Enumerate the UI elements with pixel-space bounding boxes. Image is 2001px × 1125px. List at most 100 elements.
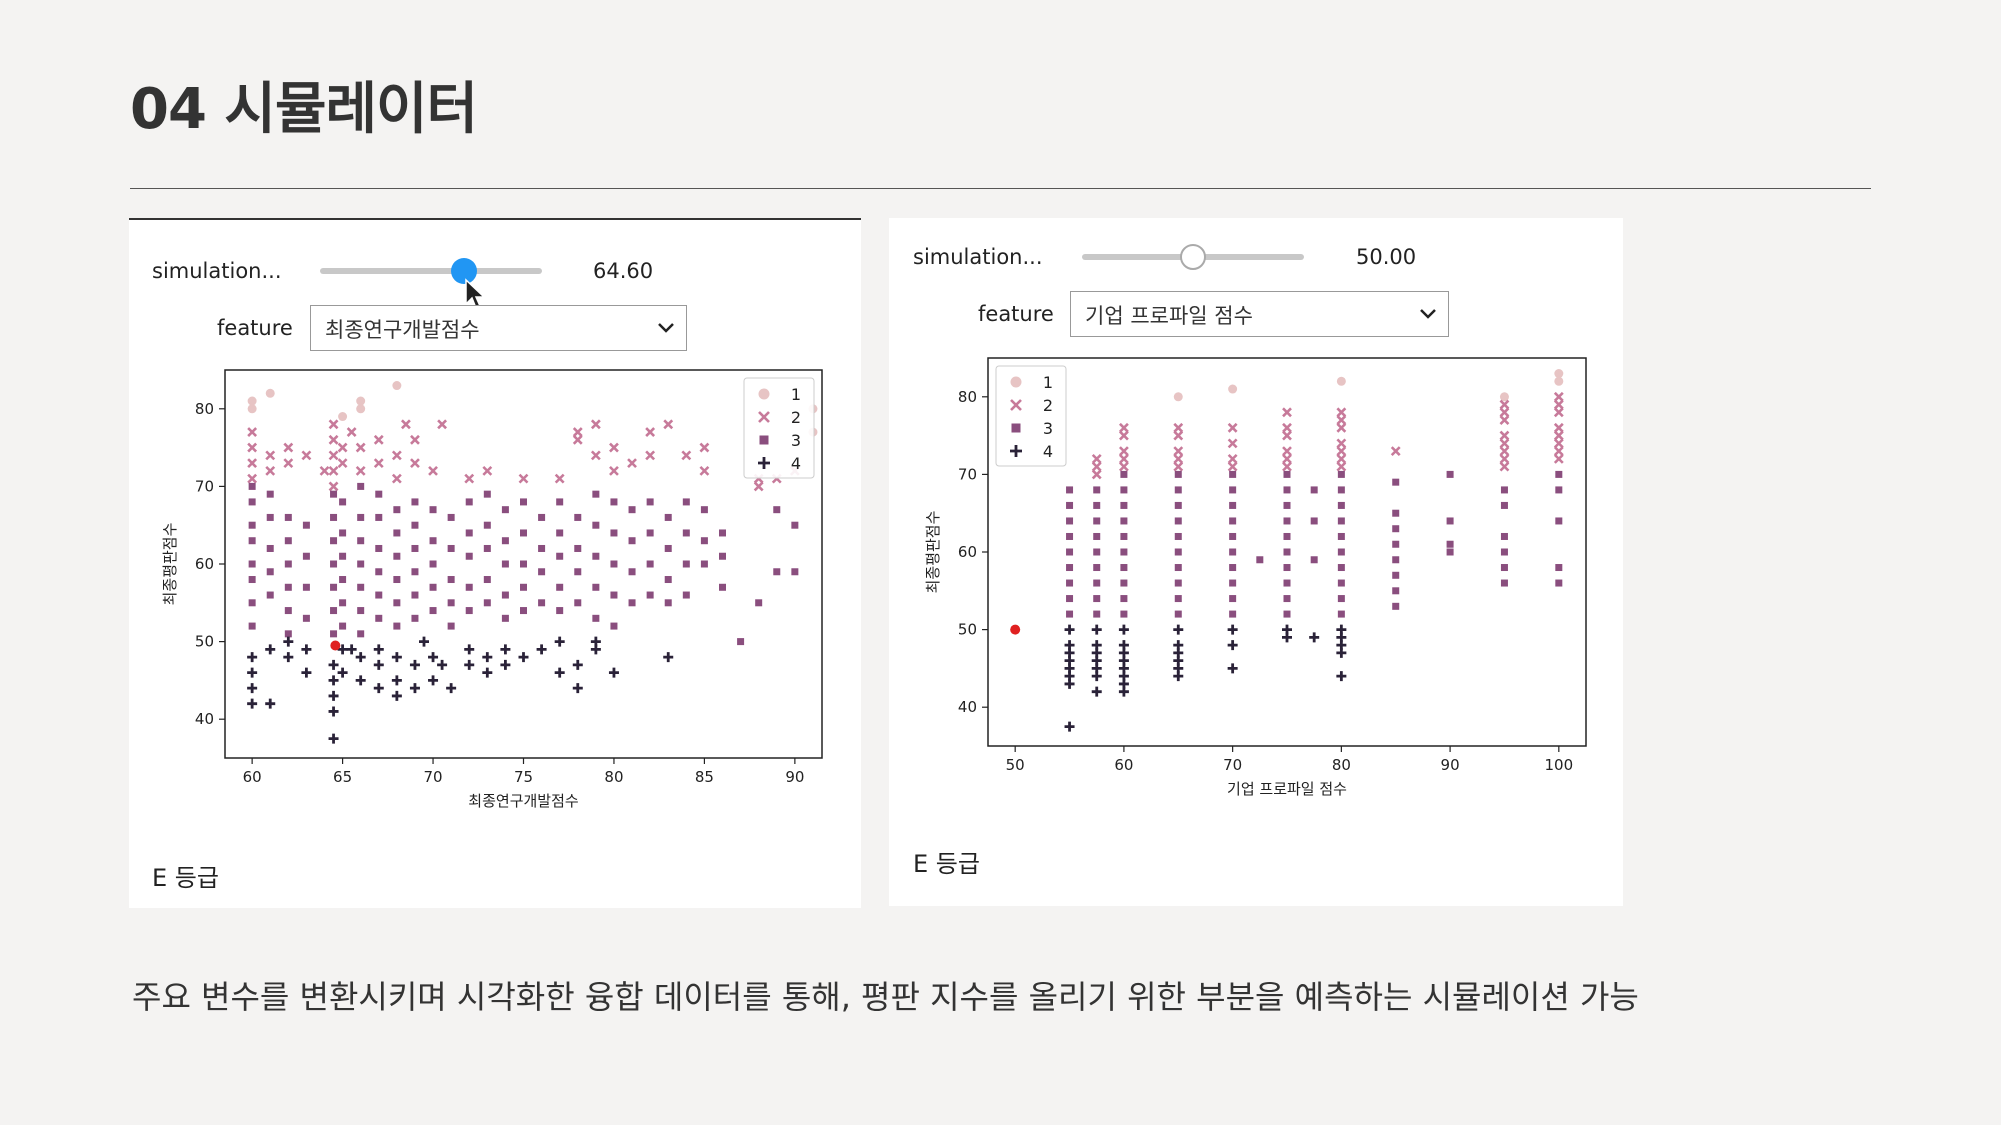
data-point <box>501 506 509 514</box>
simulation-slider-track[interactable] <box>320 268 542 274</box>
data-point <box>572 434 583 445</box>
x-tick-label: 85 <box>695 768 714 786</box>
data-point <box>411 521 419 529</box>
simulation-slider-thumb[interactable] <box>1180 244 1206 270</box>
data-point <box>628 506 636 514</box>
data-point <box>1227 663 1238 674</box>
data-point <box>664 544 672 552</box>
data-point <box>355 465 366 476</box>
chevron-down-icon <box>1420 309 1436 319</box>
feature-label: feature <box>217 316 293 340</box>
data-point <box>339 622 347 630</box>
data-point <box>284 560 292 568</box>
data-point <box>330 513 338 521</box>
data-point <box>301 644 312 655</box>
data-point <box>482 667 493 678</box>
data-point <box>411 498 419 506</box>
x-tick-label: 70 <box>423 768 442 786</box>
data-point <box>328 434 339 445</box>
data-point <box>247 667 258 678</box>
data-point <box>465 552 473 560</box>
data-point <box>355 675 366 686</box>
data-point <box>247 458 258 469</box>
series-1 <box>1173 369 1564 402</box>
data-point <box>590 419 601 430</box>
simulator-panel-right: simulation... 50.00 feature 기업 프로파일 점수 5… <box>889 218 1623 906</box>
legend-marker <box>1011 423 1021 433</box>
data-point <box>1336 407 1347 418</box>
data-point <box>1093 517 1101 525</box>
data-point <box>1229 517 1237 525</box>
data-point <box>330 630 338 638</box>
data-point <box>411 614 419 622</box>
feature-select[interactable]: 기업 프로파일 점수 <box>1070 291 1449 337</box>
data-point <box>1066 595 1074 603</box>
data-point <box>1446 540 1454 548</box>
data-point <box>265 465 276 476</box>
simulation-slider-label: simulation... <box>152 259 282 283</box>
data-point <box>429 583 437 591</box>
data-point <box>265 388 275 398</box>
data-point <box>1283 532 1291 540</box>
simulation-slider-thumb[interactable] <box>451 258 478 284</box>
data-point <box>447 599 455 607</box>
data-point <box>1392 525 1400 533</box>
series-3 <box>1066 470 1563 618</box>
data-point <box>1336 415 1347 425</box>
data-point <box>1553 453 1564 464</box>
data-point <box>1120 517 1128 525</box>
data-point <box>773 506 781 514</box>
data-point <box>1118 686 1129 697</box>
data-point <box>737 638 745 646</box>
data-point <box>339 599 347 607</box>
data-point <box>393 529 401 537</box>
data-point <box>1091 453 1102 464</box>
data-point <box>1229 532 1237 540</box>
data-point <box>1553 430 1564 441</box>
data-point <box>1120 579 1128 587</box>
data-point <box>1174 517 1182 525</box>
data-point <box>328 659 339 670</box>
data-point <box>1282 407 1292 418</box>
data-point <box>330 583 338 591</box>
series-2 <box>247 419 800 492</box>
data-point <box>1282 453 1292 464</box>
x-tick-label: 70 <box>1223 756 1242 774</box>
data-point <box>465 529 473 537</box>
data-point <box>1283 595 1291 603</box>
data-point <box>1555 579 1563 587</box>
data-point <box>393 506 401 514</box>
data-point <box>1283 610 1291 618</box>
data-point <box>1310 486 1318 494</box>
data-point <box>592 552 600 560</box>
highlight-point <box>330 640 341 651</box>
data-point <box>482 652 493 663</box>
data-point <box>628 537 636 545</box>
data-point <box>664 599 672 607</box>
data-point <box>1066 548 1074 556</box>
x-tick-label: 65 <box>333 768 352 786</box>
data-point <box>1173 392 1183 402</box>
y-tick-label: 60 <box>958 543 977 561</box>
data-point <box>357 513 365 521</box>
data-point <box>338 412 348 422</box>
data-point <box>1553 399 1564 410</box>
feature-select[interactable]: 최종연구개발점수 <box>310 305 687 351</box>
data-point <box>247 698 258 709</box>
data-point <box>554 667 565 678</box>
y-axis-label: 최종평판점수 <box>161 523 179 606</box>
data-point <box>554 473 565 484</box>
data-point <box>1336 422 1347 433</box>
data-point <box>411 544 419 552</box>
data-point <box>1283 517 1291 525</box>
data-point <box>501 614 509 622</box>
data-point <box>1118 446 1129 457</box>
data-point <box>247 427 258 437</box>
data-point <box>1174 610 1182 618</box>
data-point <box>518 652 529 663</box>
data-point <box>646 560 654 568</box>
data-point <box>536 644 547 655</box>
legend-marker <box>759 435 769 445</box>
data-point <box>247 396 257 406</box>
data-point <box>1555 564 1563 572</box>
